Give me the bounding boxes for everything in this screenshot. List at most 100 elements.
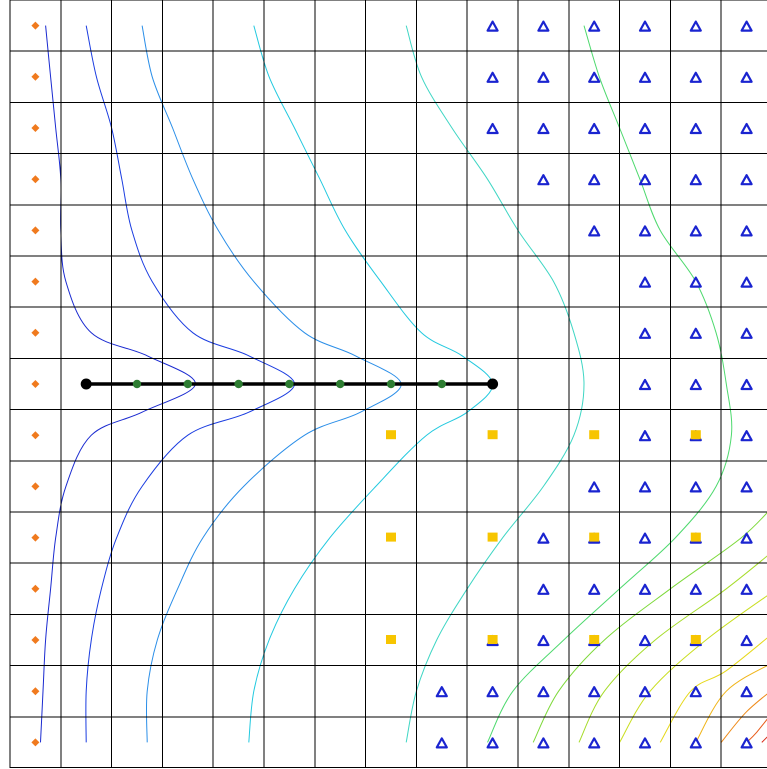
drain-marker [689,583,702,595]
drain-marker [486,20,499,32]
specified-head-marker [31,175,40,184]
drain-marker [689,686,702,698]
drain-marker [740,276,753,288]
well-marker [589,635,600,644]
drain-marker [486,686,499,698]
drain-marker [638,225,652,237]
specified-head-marker [31,636,40,644]
drain-marker [588,20,601,32]
specified-head-marker [31,738,40,747]
well-marker [487,532,498,542]
well-marker [589,532,600,542]
specified-head-marker [31,380,40,388]
specified-head-marker [31,431,40,440]
drain-marker [740,378,753,391]
drain-marker [588,686,601,698]
drain-marker [740,20,753,32]
specified-head-marker [31,21,40,30]
drain-marker [638,20,652,32]
drain-marker [537,583,550,595]
drain-marker [638,532,652,544]
well-marker [487,635,498,644]
drain-marker [486,122,499,135]
drain-marker [740,71,753,83]
well-marker [386,532,396,542]
drain-marker [740,583,753,595]
well-marker [386,635,396,644]
well-marker [386,430,396,440]
drain-marker [740,532,753,544]
drain-marker [588,71,601,83]
head-contour-line [720,693,767,743]
drain-marker [638,378,652,391]
drain-marker [638,276,652,288]
drain-marker [537,20,550,32]
head-contour-line [532,512,767,743]
head-contour-line [487,25,733,743]
head-contour-line [761,736,767,743]
specified-head-marker [31,584,40,593]
drain-marker [740,686,753,698]
drain-marker [638,174,652,186]
drain-marker [638,481,652,493]
well-marker [589,430,600,440]
profile-line-start-vertex[interactable] [80,378,92,390]
profile-line-end-vertex[interactable] [487,378,499,390]
drain-marker [740,430,753,442]
drain-marker [689,225,702,237]
observation-point [437,379,446,389]
specified-head-marker [31,72,40,81]
finite-difference-grid [9,0,767,768]
drain-marker [638,327,652,339]
drain-marker [537,634,550,647]
drain-marker [537,174,550,186]
observation-point-layer [132,379,446,389]
observation-point [386,379,396,389]
drain-marker [689,378,702,391]
drain-marker [588,481,601,493]
observation-point [132,379,142,389]
drain-marker [588,583,601,595]
well-marker [690,430,701,440]
head-contour-line [578,555,767,743]
head-contour-line [405,25,585,743]
drain-marker [689,481,702,493]
drain-marker [588,174,601,186]
drain-marker [638,634,652,647]
drain-marker [740,481,753,493]
specified-head-marker [31,533,40,542]
drain-marker [435,686,448,698]
drain-marker [638,430,652,442]
drain-marker [537,71,550,83]
drain-marker [537,686,550,698]
drain-marker [435,737,448,749]
drain-marker [638,686,652,698]
drain-marker [638,71,652,83]
observation-point [183,379,192,389]
drain-marker [638,122,652,135]
drain-marker [486,71,499,83]
drain-marker [689,276,702,288]
specified-head-marker [31,124,40,132]
drain-marker [537,737,550,749]
well-marker [487,430,498,440]
drain-marker [689,20,702,32]
drain-marker [588,737,601,749]
drain-marker [588,225,601,237]
specified-head-marker [31,277,40,286]
specified-head-marker [31,482,40,491]
drain-marker [740,634,753,647]
drain-marker [740,737,753,749]
drain-marker [689,174,702,186]
boundary-condition-layer [31,20,753,749]
specified-head-marker [31,226,40,235]
drain-marker [740,174,753,186]
well-marker [690,532,701,542]
drain-marker [689,71,702,83]
drain-marker [638,583,652,595]
drain-marker [740,327,753,339]
well-marker [690,635,701,644]
drain-marker [689,327,702,339]
drain-marker [689,122,702,135]
